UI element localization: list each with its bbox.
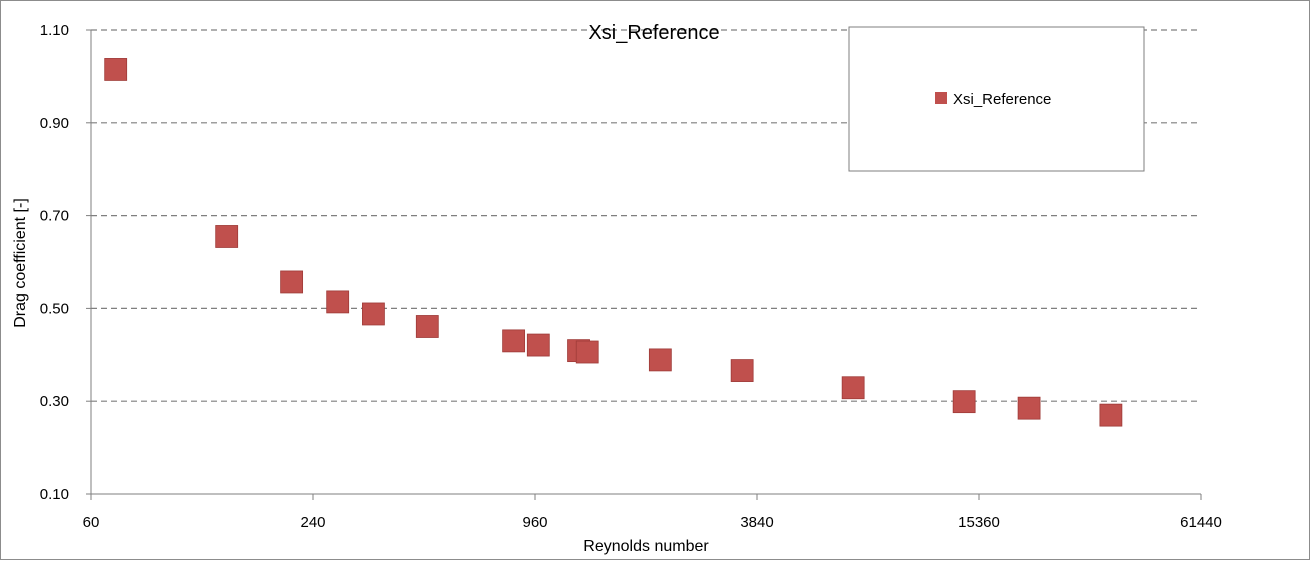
data-point [280, 270, 304, 294]
y-tick-label: 0.30 [40, 393, 69, 410]
data-point [730, 359, 754, 382]
y-tick-label: 0.50 [40, 300, 69, 317]
legend-box [848, 26, 1145, 172]
data-point [215, 225, 239, 248]
y-tick-label: 0.90 [40, 115, 69, 132]
x-tick-label: 61440 [1180, 514, 1222, 531]
data-point [502, 329, 526, 353]
y-tick-label: 0.70 [40, 208, 69, 225]
data-point [104, 58, 128, 81]
legend: Xsi_Reference [848, 26, 1145, 172]
chart-title: Xsi_Reference [588, 22, 719, 44]
x-axis-title: Reynolds number [583, 538, 709, 555]
points-layer [104, 58, 1123, 427]
legend-marker [935, 92, 947, 104]
axes-layer [90, 30, 1201, 495]
x-tick-label: 240 [300, 514, 325, 531]
data-point [415, 315, 439, 338]
y-tick-label: 1.10 [40, 22, 69, 39]
data-point [1099, 403, 1123, 427]
data-point [841, 376, 865, 400]
data-point [952, 390, 976, 414]
y-tick-label: 0.10 [40, 486, 69, 503]
x-tick-label: 15360 [958, 514, 1000, 531]
y-axis-title: Drag coefficient [-] [12, 198, 29, 328]
x-tick-label: 3840 [740, 514, 773, 531]
data-point [526, 333, 550, 357]
legend-label: Xsi_Reference [953, 91, 1051, 108]
data-point [648, 348, 672, 372]
x-tick-label: 60 [83, 514, 100, 531]
data-point [362, 302, 385, 326]
data-point [326, 290, 350, 314]
data-point [1017, 396, 1041, 420]
data-point [575, 340, 599, 364]
x-tick-label: 960 [522, 514, 547, 531]
ticks-layer: 0.10 0.30 0.50 0.70 0.90 1.10 60 240 960 3840 1536… [40, 22, 1222, 531]
